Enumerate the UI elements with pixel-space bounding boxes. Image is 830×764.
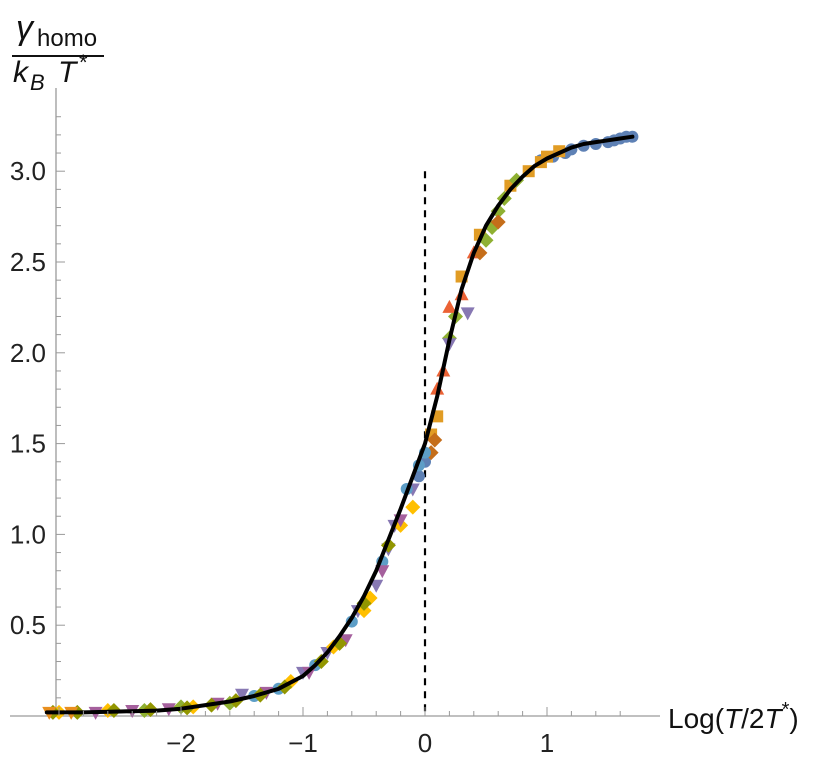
x-tick-label: 1 bbox=[540, 728, 554, 758]
x-label-middle: /2 bbox=[741, 703, 764, 734]
x-tick-label: −2 bbox=[166, 728, 196, 758]
data-point bbox=[235, 688, 249, 702]
fit-curve bbox=[44, 134, 635, 715]
y-label-T: T bbox=[58, 56, 79, 89]
x-label-star: * bbox=[782, 699, 790, 721]
y-axis-label: γ homo k B T * bbox=[12, 9, 104, 95]
y-tick-label: 2.5 bbox=[10, 247, 46, 277]
data-point bbox=[460, 307, 475, 321]
y-label-gamma: γ bbox=[16, 9, 35, 47]
ticks-layer: 0.5 1.0 1.5 2.0 2.5 3.0 −2 −1 0 1 bbox=[10, 116, 621, 758]
data-point bbox=[338, 634, 353, 648]
series-1 bbox=[425, 145, 566, 441]
y-label-k-subscript: B bbox=[30, 70, 45, 95]
series-5 bbox=[423, 214, 506, 461]
data-point bbox=[369, 579, 384, 593]
data-point bbox=[490, 214, 506, 230]
series-6 bbox=[248, 446, 431, 703]
fit-layer bbox=[44, 134, 635, 715]
x-label-prefix: Log( bbox=[668, 703, 725, 734]
x-label-suffix: ) bbox=[789, 703, 798, 734]
data-point bbox=[427, 432, 443, 448]
y-tick-label: 1.0 bbox=[10, 519, 46, 549]
data-point bbox=[442, 299, 457, 313]
data-point bbox=[405, 499, 421, 515]
y-label-gamma-subscript: homo bbox=[37, 25, 97, 52]
y-tick-label: 1.5 bbox=[10, 429, 46, 459]
axes bbox=[10, 88, 660, 717]
x-tick-label: 0 bbox=[418, 728, 432, 758]
y-label-k: k bbox=[13, 56, 30, 89]
y-tick-label: 0.5 bbox=[10, 610, 46, 640]
x-axis-label: Log(T/2T*) bbox=[668, 699, 799, 734]
x-label-T1: T bbox=[724, 703, 743, 734]
y-tick-label: 2.0 bbox=[10, 338, 46, 368]
series-2 bbox=[136, 172, 524, 719]
series-4 bbox=[235, 307, 475, 702]
y-tick-label: 3.0 bbox=[10, 156, 46, 186]
x-label-T2: T bbox=[765, 703, 784, 734]
y-label-T-star: * bbox=[79, 50, 88, 75]
x-tick-label: −1 bbox=[288, 728, 318, 758]
